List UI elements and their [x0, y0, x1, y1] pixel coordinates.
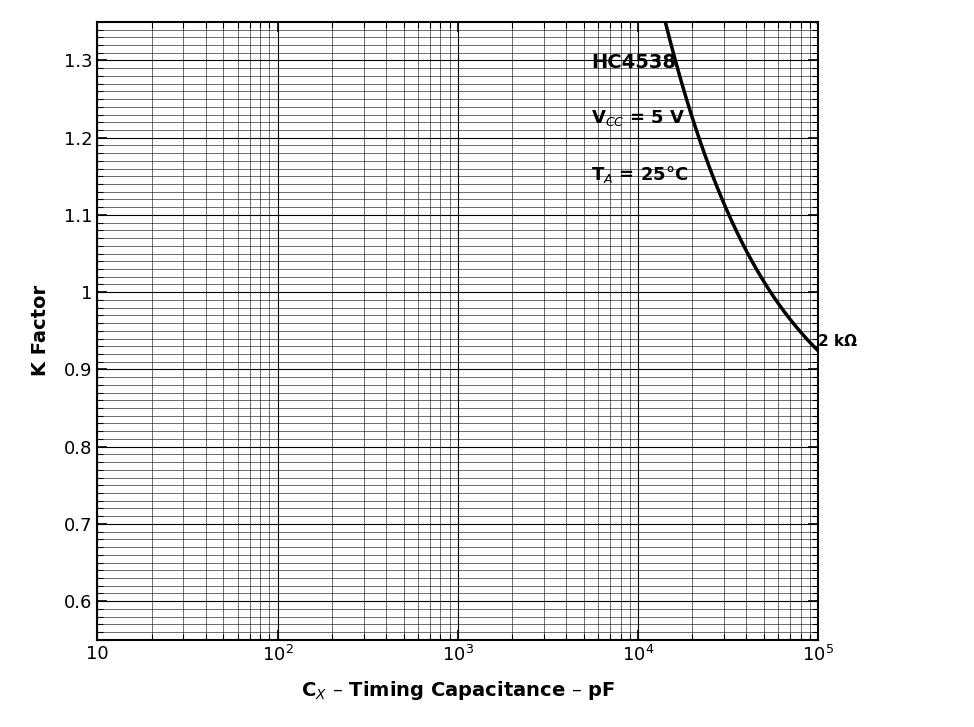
Text: 2 kΩ: 2 kΩ	[818, 334, 857, 349]
Text: V$_{CC}$ = 5 V: V$_{CC}$ = 5 V	[591, 108, 686, 129]
Text: T$_A$ = 25°C: T$_A$ = 25°C	[591, 164, 689, 185]
Y-axis label: K Factor: K Factor	[31, 285, 50, 377]
X-axis label: C$_X$ – Timing Capacitance – pF: C$_X$ – Timing Capacitance – pF	[301, 678, 615, 702]
Text: HC4538: HC4538	[591, 53, 676, 72]
